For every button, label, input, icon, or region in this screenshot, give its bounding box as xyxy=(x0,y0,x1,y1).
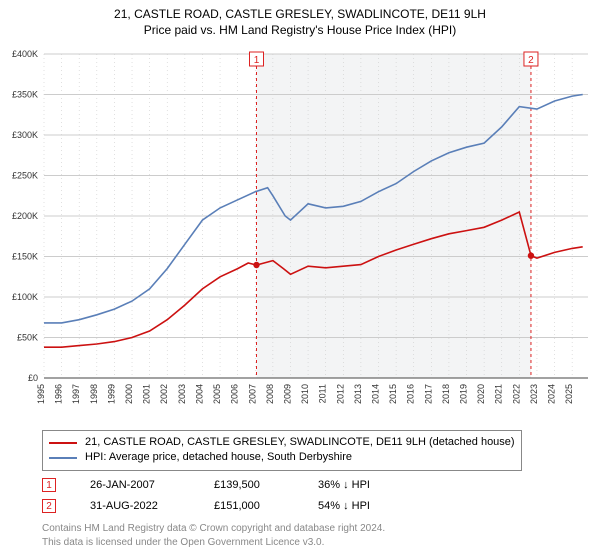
svg-text:2001: 2001 xyxy=(142,384,152,404)
sales-table: 1 26-JAN-2007 £139,500 36% ↓ HPI 2 31-AU… xyxy=(42,475,370,517)
svg-text:2017: 2017 xyxy=(423,384,433,404)
title-block: 21, CASTLE ROAD, CASTLE GRESLEY, SWADLIN… xyxy=(0,0,600,38)
legend-row-hpi: HPI: Average price, detached house, Sout… xyxy=(49,450,515,465)
sale-price-1: £139,500 xyxy=(214,475,284,496)
svg-text:£0: £0 xyxy=(28,373,38,383)
svg-text:2022: 2022 xyxy=(511,384,521,404)
title-line-1: 21, CASTLE ROAD, CASTLE GRESLEY, SWADLIN… xyxy=(0,6,600,22)
svg-text:1996: 1996 xyxy=(54,384,64,404)
sale-date-1: 26-JAN-2007 xyxy=(90,475,180,496)
attribution: Contains HM Land Registry data © Crown c… xyxy=(42,522,385,549)
svg-text:£200K: £200K xyxy=(12,211,38,221)
svg-text:2009: 2009 xyxy=(282,384,292,404)
svg-text:£400K: £400K xyxy=(12,49,38,59)
legend-label-property: 21, CASTLE ROAD, CASTLE GRESLEY, SWADLIN… xyxy=(85,435,515,450)
svg-text:2005: 2005 xyxy=(212,384,222,404)
svg-text:1999: 1999 xyxy=(106,384,116,404)
svg-text:£50K: £50K xyxy=(17,333,38,343)
svg-text:2023: 2023 xyxy=(529,384,539,404)
svg-text:2003: 2003 xyxy=(177,384,187,404)
svg-text:2018: 2018 xyxy=(441,384,451,404)
svg-text:2019: 2019 xyxy=(459,384,469,404)
svg-text:1997: 1997 xyxy=(71,384,81,404)
attribution-line-1: Contains HM Land Registry data © Crown c… xyxy=(42,522,385,536)
chart-container: 21, CASTLE ROAD, CASTLE GRESLEY, SWADLIN… xyxy=(0,0,600,560)
svg-text:2: 2 xyxy=(528,55,534,66)
svg-text:2015: 2015 xyxy=(388,384,398,404)
sale-marker-1-icon: 1 xyxy=(42,478,56,492)
svg-text:2025: 2025 xyxy=(564,384,574,404)
svg-text:2008: 2008 xyxy=(265,384,275,404)
sale-marker-2-icon: 2 xyxy=(42,499,56,513)
svg-text:2024: 2024 xyxy=(547,384,557,404)
svg-text:£350K: £350K xyxy=(12,90,38,100)
attribution-line-2: This data is licensed under the Open Gov… xyxy=(42,536,385,550)
svg-text:1998: 1998 xyxy=(89,384,99,404)
svg-text:2000: 2000 xyxy=(124,384,134,404)
svg-text:2011: 2011 xyxy=(318,384,328,403)
svg-text:£300K: £300K xyxy=(12,130,38,140)
svg-text:2016: 2016 xyxy=(406,384,416,404)
svg-text:2021: 2021 xyxy=(494,384,504,404)
svg-text:2020: 2020 xyxy=(476,384,486,404)
svg-text:2010: 2010 xyxy=(300,384,310,404)
svg-text:2014: 2014 xyxy=(370,384,380,404)
sale-price-2: £151,000 xyxy=(214,496,284,517)
svg-text:1995: 1995 xyxy=(36,384,46,404)
line-chart: 1219951996199719981999200020012002200320… xyxy=(42,48,590,418)
sale-hpi-delta-1: 36% ↓ HPI xyxy=(318,475,370,496)
svg-text:2007: 2007 xyxy=(247,384,257,404)
legend-swatch-hpi xyxy=(49,457,77,459)
svg-text:2004: 2004 xyxy=(194,384,204,404)
legend-label-hpi: HPI: Average price, detached house, Sout… xyxy=(85,450,352,465)
svg-text:1: 1 xyxy=(254,55,260,66)
chart-area: 1219951996199719981999200020012002200320… xyxy=(42,48,590,418)
svg-text:2006: 2006 xyxy=(230,384,240,404)
title-line-2: Price paid vs. HM Land Registry's House … xyxy=(0,22,600,38)
svg-text:2012: 2012 xyxy=(335,384,345,404)
svg-text:£250K: £250K xyxy=(12,171,38,181)
legend: 21, CASTLE ROAD, CASTLE GRESLEY, SWADLIN… xyxy=(42,430,522,471)
svg-text:2002: 2002 xyxy=(159,384,169,404)
sale-row-2: 2 31-AUG-2022 £151,000 54% ↓ HPI xyxy=(42,496,370,517)
svg-text:£150K: £150K xyxy=(12,252,38,262)
sale-hpi-delta-2: 54% ↓ HPI xyxy=(318,496,370,517)
svg-text:2013: 2013 xyxy=(353,384,363,404)
svg-text:£100K: £100K xyxy=(12,292,38,302)
sale-row-1: 1 26-JAN-2007 £139,500 36% ↓ HPI xyxy=(42,475,370,496)
legend-row-property: 21, CASTLE ROAD, CASTLE GRESLEY, SWADLIN… xyxy=(49,435,515,450)
legend-swatch-property xyxy=(49,442,77,444)
sale-date-2: 31-AUG-2022 xyxy=(90,496,180,517)
